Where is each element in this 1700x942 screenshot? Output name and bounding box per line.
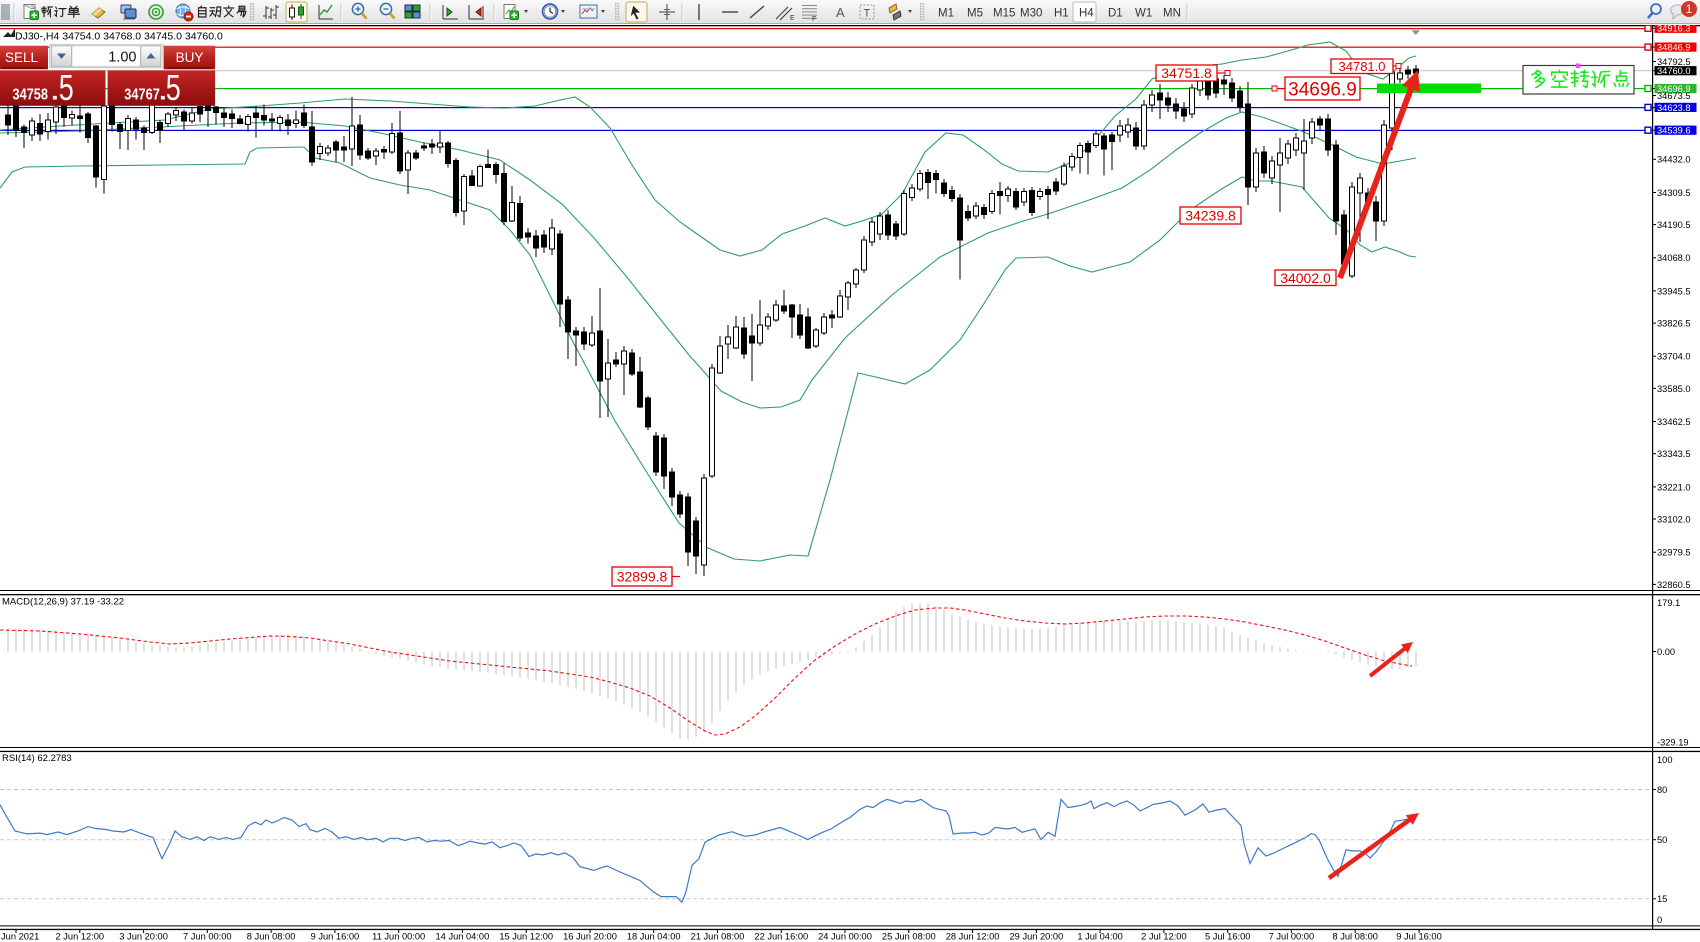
svg-text:34696.9: 34696.9 <box>1657 84 1691 94</box>
svg-text:H1: H1 <box>1054 8 1069 20</box>
svg-text:34792.5: 34792.5 <box>1657 57 1691 67</box>
svg-text:33945.5: 33945.5 <box>1657 286 1691 296</box>
svg-text:8 Jun 08:00: 8 Jun 08:00 <box>247 932 296 942</box>
svg-text:MACD(12,26,9) 37.19 -33.22: MACD(12,26,9) 37.19 -33.22 <box>2 597 124 608</box>
svg-text:100: 100 <box>1657 755 1673 765</box>
svg-text:D1: D1 <box>1108 8 1123 20</box>
svg-text:1: 1 <box>1686 4 1692 16</box>
svg-text:34673.5: 34673.5 <box>1657 91 1691 101</box>
svg-text:15: 15 <box>1657 894 1667 904</box>
svg-text:34623.8: 34623.8 <box>1657 103 1691 113</box>
svg-text:34309.5: 34309.5 <box>1657 188 1691 198</box>
svg-text:34068.0: 34068.0 <box>1657 253 1691 263</box>
svg-text:MN: MN <box>1163 8 1181 20</box>
svg-text:29 Jun 20:00: 29 Jun 20:00 <box>1010 932 1064 942</box>
svg-text:7 Jun 00:00: 7 Jun 00:00 <box>183 932 232 942</box>
svg-text:34002.0: 34002.0 <box>1280 270 1331 286</box>
svg-text:M1: M1 <box>938 8 954 20</box>
svg-text:21 Jun 08:00: 21 Jun 08:00 <box>691 932 745 942</box>
svg-text:2 Jun 12:00: 2 Jun 12:00 <box>56 932 105 942</box>
svg-text:33585.0: 33585.0 <box>1657 384 1691 394</box>
svg-text:3 Jun 20:00: 3 Jun 20:00 <box>119 932 168 942</box>
svg-text:34767: 34767 <box>124 87 160 104</box>
svg-text:5: 5 <box>166 67 181 108</box>
svg-text:34696.9: 34696.9 <box>1288 79 1357 100</box>
svg-text:14 Jun 04:00: 14 Jun 04:00 <box>436 932 490 942</box>
svg-text:H4: H4 <box>1079 8 1094 20</box>
svg-text:33826.5: 33826.5 <box>1657 319 1691 329</box>
svg-text:2 Jul 12:00: 2 Jul 12:00 <box>1141 932 1187 942</box>
svg-text:M5: M5 <box>967 8 983 20</box>
svg-text:33343.5: 33343.5 <box>1657 449 1691 459</box>
svg-text:A: A <box>836 5 845 20</box>
svg-text:M15: M15 <box>993 8 1015 20</box>
svg-text:M30: M30 <box>1020 8 1042 20</box>
svg-text:33462.5: 33462.5 <box>1657 417 1691 427</box>
svg-text:-329.19: -329.19 <box>1657 738 1689 748</box>
svg-text:33102.0: 33102.0 <box>1657 514 1691 524</box>
svg-text:33221.0: 33221.0 <box>1657 482 1691 492</box>
svg-text:24 Jun 00:00: 24 Jun 00:00 <box>818 932 872 942</box>
svg-text:15 Jun 12:00: 15 Jun 12:00 <box>499 932 553 942</box>
svg-text:16 Jun 20:00: 16 Jun 20:00 <box>563 932 617 942</box>
svg-text:80: 80 <box>1657 785 1667 795</box>
svg-text:E: E <box>790 15 795 22</box>
svg-text:9 Jun 16:00: 9 Jun 16:00 <box>311 932 360 942</box>
svg-text:7 Jul 00:00: 7 Jul 00:00 <box>1269 932 1315 942</box>
svg-text:SELL: SELL <box>5 50 39 65</box>
svg-text:50: 50 <box>1657 835 1667 845</box>
svg-text:8 Jul 08:00: 8 Jul 08:00 <box>1332 932 1378 942</box>
svg-text:5 Jul 16:00: 5 Jul 16:00 <box>1205 932 1251 942</box>
svg-text:32899.8: 32899.8 <box>617 569 668 585</box>
svg-text:W1: W1 <box>1135 8 1152 20</box>
svg-text:34239.8: 34239.8 <box>1185 208 1236 224</box>
svg-text:Jun 2021: Jun 2021 <box>1 932 39 942</box>
svg-text:25 Jun 08:00: 25 Jun 08:00 <box>882 932 936 942</box>
svg-text:34781.0: 34781.0 <box>1339 59 1386 74</box>
svg-text:RSI(14) 62.2783: RSI(14) 62.2783 <box>2 753 72 764</box>
svg-text:34432.0: 34432.0 <box>1657 155 1691 165</box>
svg-text:34916.3: 34916.3 <box>1657 25 1691 34</box>
svg-text:34751.8: 34751.8 <box>1161 65 1212 81</box>
svg-text:T: T <box>864 8 871 20</box>
svg-text:0: 0 <box>1657 915 1662 925</box>
svg-text:179.1: 179.1 <box>1657 598 1680 608</box>
svg-text:28 Jun 12:00: 28 Jun 12:00 <box>946 932 1000 942</box>
svg-text:0.00: 0.00 <box>1657 647 1675 657</box>
svg-text:34190.5: 34190.5 <box>1657 220 1691 230</box>
svg-text:32979.5: 32979.5 <box>1657 548 1691 558</box>
svg-text:34539.6: 34539.6 <box>1657 126 1691 136</box>
svg-text:1.00: 1.00 <box>108 49 136 65</box>
svg-text:5: 5 <box>59 67 74 108</box>
svg-text:F: F <box>812 16 816 23</box>
svg-text:BUY: BUY <box>176 50 204 65</box>
svg-text:34760.0: 34760.0 <box>1657 66 1691 76</box>
svg-text:18 Jun 04:00: 18 Jun 04:00 <box>627 932 681 942</box>
svg-text:33704.0: 33704.0 <box>1657 352 1691 362</box>
svg-text:34846.9: 34846.9 <box>1657 43 1691 53</box>
svg-text:22 Jun 16:00: 22 Jun 16:00 <box>754 932 808 942</box>
svg-text:9 Jul 16:00: 9 Jul 16:00 <box>1396 932 1442 942</box>
svg-text:32860.5: 32860.5 <box>1657 580 1691 590</box>
svg-text:1 Jul 04:00: 1 Jul 04:00 <box>1077 932 1123 942</box>
svg-text:DJ30-,H4 34754.0 34768.0 3474: DJ30-,H4 34754.0 34768.0 34745.0 34760.0 <box>15 31 223 43</box>
svg-text:34758: 34758 <box>13 87 49 104</box>
svg-text:11 Jun 00:00: 11 Jun 00:00 <box>372 932 425 942</box>
